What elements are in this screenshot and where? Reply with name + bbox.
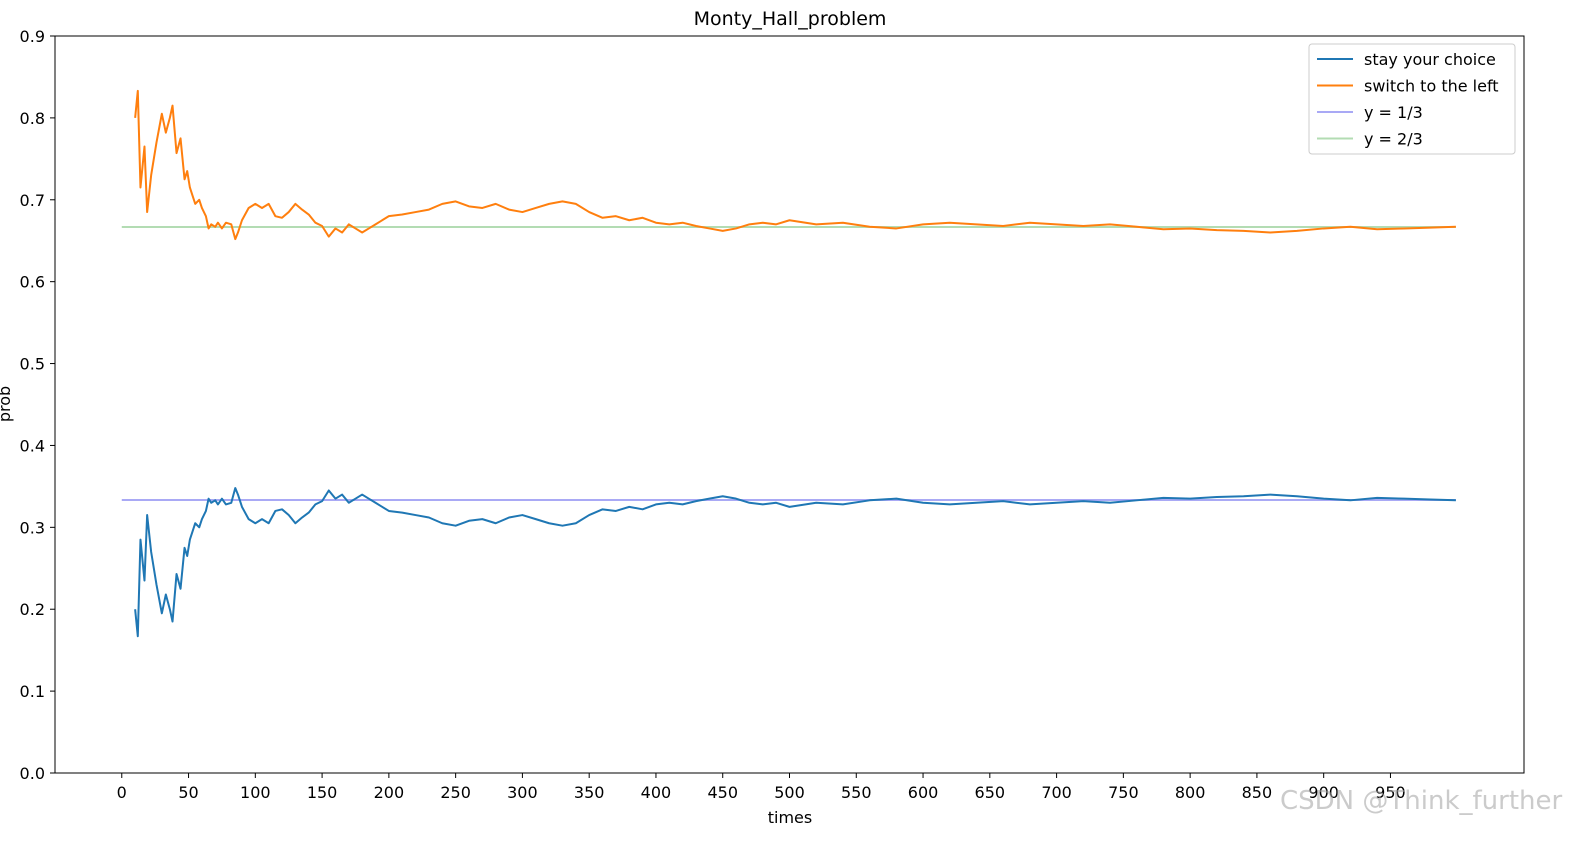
x-tick-label: 550 [841,783,872,802]
legend-label: y = 2/3 [1364,130,1423,149]
x-tick-label: 800 [1175,783,1206,802]
x-axis-label: times [768,808,812,827]
x-tick-label: 250 [440,783,471,802]
x-tick-label: 300 [507,783,538,802]
series-line-stay-your-choice [134,487,1456,638]
x-tick-label: 500 [774,783,805,802]
x-tick-label: 200 [374,783,405,802]
x-tick-label: 150 [307,783,338,802]
x-tick-label: 700 [1041,783,1072,802]
legend-label: stay your choice [1364,50,1496,69]
legend-box [1308,43,1516,155]
x-tick-label: 350 [574,783,605,802]
x-tick-label: 0 [117,783,127,802]
y-axis: 0.0 0.1 0.2 0.3 0.4 0.5 0.6 0.7 0.8 0.9 [20,27,55,783]
x-tick-label: 100 [240,783,271,802]
y-tick-label: 0.7 [20,191,45,210]
y-tick-label: 0.5 [20,355,45,374]
x-tick-label: 750 [1108,783,1139,802]
series-line-switch-to-the-left [134,89,1456,241]
plot-area [54,35,1525,774]
x-tick-label: 650 [975,783,1006,802]
y-tick-label: 0.9 [20,27,45,46]
legend-label: y = 1/3 [1364,103,1423,122]
y-tick-label: 0.0 [20,764,45,783]
y-tick-label: 0.8 [20,109,45,128]
x-tick-label: 450 [707,783,738,802]
plot-frame [54,35,1525,774]
y-tick-label: 0.1 [20,682,45,701]
x-tick-label: 950 [1375,783,1406,802]
y-tick-label: 0.4 [20,436,45,455]
x-axis: 0 50 100 150 200 250 300 350 400 450 500 550 600 650 7… [117,773,1406,802]
chart-title: Monty_Hall_problem [694,8,887,30]
legend-label: switch to the left [1364,77,1499,96]
y-tick-label: 0.3 [20,518,45,537]
x-tick-label: 50 [178,783,198,802]
y-tick-label: 0.6 [20,273,45,292]
y-tick-label: 0.2 [20,600,45,619]
x-tick-label: 400 [641,783,672,802]
x-tick-label: 900 [1308,783,1339,802]
y-axis-label: prob [0,386,14,422]
x-tick-label: 850 [1242,783,1273,802]
legend: stay your choice switch to the left y = 1/… [1308,43,1516,155]
x-tick-label: 600 [908,783,939,802]
